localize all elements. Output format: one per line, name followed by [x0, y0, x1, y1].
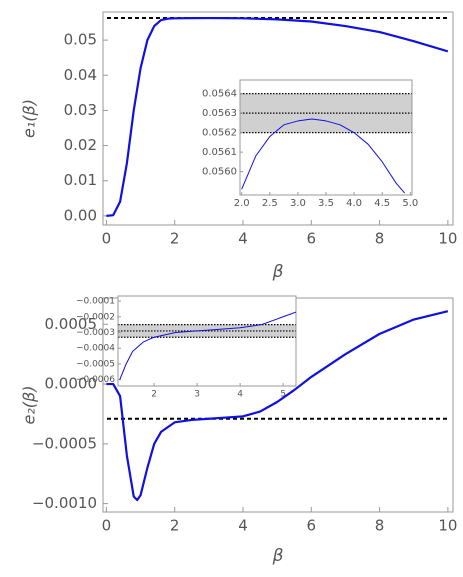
- y-tick-label: −0.0003: [76, 328, 115, 338]
- x-tick-label: 0: [102, 517, 112, 535]
- x-tick-label: 4.5: [374, 198, 390, 209]
- frame: [117, 295, 297, 387]
- y-tick-label: 0.03: [64, 101, 97, 119]
- x-tick-label: 4: [237, 390, 243, 400]
- x-tick-label: 8: [375, 517, 385, 535]
- x-tick-label: 5: [280, 390, 286, 400]
- x-tick-label: 2: [170, 230, 180, 248]
- y-axis-label: e₂(β): [20, 386, 39, 425]
- y-tick-label: 0.0563: [202, 108, 237, 119]
- band: [118, 324, 296, 338]
- x-axis-label: β: [272, 546, 284, 566]
- y-tick-label: 0.05: [64, 31, 97, 49]
- y-tick-label: 0.01: [64, 171, 97, 189]
- x-tick-label: 8: [375, 230, 385, 248]
- x-tick-label: 6: [307, 517, 317, 535]
- x-tick-label: 2.5: [262, 198, 278, 209]
- x-tick-label: 10: [438, 230, 457, 248]
- inset-chart: 2 3 4 5 −0.0006 −0.0005 −0.0004 −0.0003 −0.0002 −…: [76, 295, 297, 400]
- x-tick-label: 3: [194, 390, 200, 400]
- x-tick-label: 0: [102, 230, 112, 248]
- y-tick-label: −0.0004: [76, 344, 115, 354]
- x-tick-label: 3.5: [318, 198, 334, 209]
- band: [240, 93, 412, 133]
- curve: [106, 16, 449, 217]
- x-tick-label: 2: [170, 517, 180, 535]
- x-tick-label: 3.0: [290, 198, 306, 209]
- x-axis-label: β: [272, 262, 284, 282]
- x-tick-label: 5.0: [402, 198, 418, 209]
- y-tick-label: 0.00: [64, 206, 97, 224]
- x-tick-label: 6: [307, 230, 317, 248]
- y-tick-label: 0.0000: [45, 375, 98, 393]
- y-tick-label: 0.0561: [202, 147, 237, 158]
- curve: [119, 311, 296, 380]
- y-tick-label: 0.0005: [45, 315, 98, 333]
- x-tick-label: 4: [238, 230, 248, 248]
- x-tick-label: 10: [438, 517, 457, 535]
- y-tick-label: 0.0564: [202, 89, 237, 100]
- y-tick-label: 0.04: [64, 66, 97, 84]
- y-tick-label: 0.0562: [202, 128, 237, 139]
- x-tick-label: 2: [151, 390, 157, 400]
- y-tick-label: −0.0010: [32, 494, 97, 512]
- y-tick-label: 0.0560: [202, 167, 237, 178]
- x-tick-label: 4.0: [346, 198, 362, 209]
- curve: [241, 118, 406, 194]
- y-axis-label: e₁(β): [20, 99, 39, 138]
- y-tick-label: 0.02: [64, 136, 97, 154]
- x-tick-label: 2.0: [234, 198, 250, 209]
- frame: [102, 11, 454, 226]
- y-tick-label: −0.0005: [76, 359, 115, 369]
- inset-chart: 2.0 2.5 3.0 3.5 4.0 4.5 5.0 0.0560 0.0561 0.0562 0…: [202, 79, 418, 209]
- curve: [106, 310, 449, 502]
- plot-background: [118, 296, 296, 386]
- y-tick-label: −0.0006: [76, 375, 115, 385]
- y-tick-label: −0.0005: [32, 434, 97, 452]
- y-tick-label: −0.0002: [76, 312, 115, 322]
- x-tick-label: 4: [238, 517, 248, 535]
- y-tick-label: −0.0001: [76, 297, 115, 307]
